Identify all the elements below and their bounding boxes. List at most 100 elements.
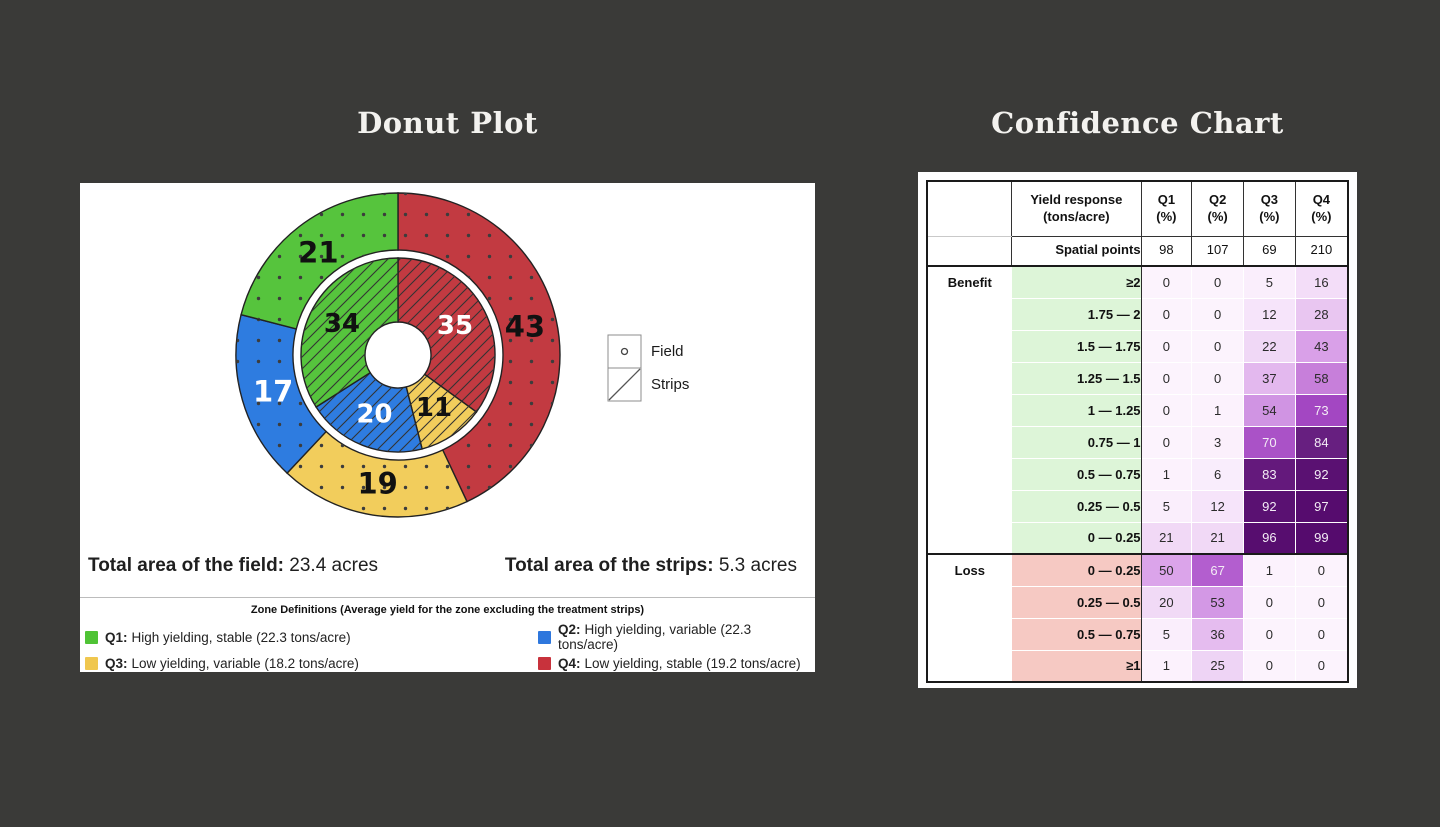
zone-legend-item-q3: Q3: Low yielding, variable (18.2 tons/acr… xyxy=(85,656,538,671)
section-label-spacer xyxy=(927,394,1012,426)
yield-range-cell: 0.25 — 0.5 xyxy=(1011,489,1142,522)
divider xyxy=(80,597,815,598)
yield-range-cell: 0 — 0.25 xyxy=(1011,521,1142,554)
confidence-value-q2: 12 xyxy=(1191,489,1244,522)
donut-segment-value: 20 xyxy=(356,400,392,430)
zone-definitions-title: Zone Definitions (Average yield for the … xyxy=(250,604,645,616)
donut-segment-value: 21 xyxy=(298,235,338,269)
confidence-value-q4: 92 xyxy=(1294,457,1348,490)
confidence-value-q4: 0 xyxy=(1294,649,1348,682)
zone-color-swatch xyxy=(538,656,551,670)
donut-segment-pattern xyxy=(316,372,423,452)
confidence-value-q3: 92 xyxy=(1243,489,1296,522)
donut-segment-pattern xyxy=(406,374,477,449)
zone-color-swatch xyxy=(538,630,551,644)
confidence-value-q2: 53 xyxy=(1191,585,1244,618)
zone-legend-text: Q4: Low yielding, stable (19.2 tons/acre) xyxy=(558,655,801,671)
confidence-value-q2: 0 xyxy=(1191,265,1244,298)
donut-segment-value: 35 xyxy=(437,311,473,341)
zone-legend-text: Q2: High yielding, variable (22.3 tons/ac… xyxy=(558,622,752,652)
spatial-points-q1: 98 xyxy=(1140,235,1193,267)
confidence-value-q1: 50 xyxy=(1141,553,1192,586)
confidence-value-q4: 84 xyxy=(1294,425,1348,458)
total-strips-label: Total area of the strips: xyxy=(504,555,714,576)
yield-range-cell: ≥2 xyxy=(1011,265,1142,298)
yield-range-cell: 1.5 — 1.75 xyxy=(1011,329,1142,362)
hatch-pattern-icon xyxy=(608,368,641,401)
confidence-value-q2: 0 xyxy=(1191,329,1244,362)
spatial-points-q2: 107 xyxy=(1191,235,1244,267)
confidence-value-q4: 58 xyxy=(1294,361,1348,394)
total-strips-value: 5.3 acres xyxy=(713,555,797,576)
donut-chart: 43 19 17 21 35 11 20 34 Field Strips xyxy=(235,192,689,518)
total-strips-text: Total area of the strips: 5.3 acres xyxy=(505,555,797,577)
confidence-value-q4: 97 xyxy=(1294,489,1348,522)
section-label-spacer xyxy=(927,490,1012,522)
section-label-spacer xyxy=(927,330,1012,362)
confidence-value-q1: 0 xyxy=(1141,361,1192,394)
confidence-value-q1: 5 xyxy=(1141,617,1192,650)
donut-segment-pattern xyxy=(236,314,327,474)
dot-pattern-icon xyxy=(620,347,629,356)
pattern-legend-label: Field xyxy=(651,343,684,360)
column-header-q2: Q2 (%) xyxy=(1191,180,1244,237)
confidence-value-q3: 37 xyxy=(1243,361,1296,394)
section-label-spacer xyxy=(927,618,1012,650)
confidence-value-q2: 67 xyxy=(1191,553,1244,586)
confidence-value-q1: 1 xyxy=(1141,649,1192,682)
yield-range-cell: 0.5 — 0.75 xyxy=(1011,457,1142,490)
donut-plot-panel: 43 19 17 21 35 11 20 34 Field Strips Total area o… xyxy=(80,183,815,672)
spatial-empty-cell xyxy=(927,236,1013,266)
section-label-spacer xyxy=(927,650,1012,682)
donut-segment-pattern xyxy=(398,193,561,502)
donut-segment-pattern xyxy=(287,431,467,517)
confidence-value-q3: 12 xyxy=(1243,297,1296,330)
section-label-loss: Loss xyxy=(927,553,1012,586)
zone-color-swatch xyxy=(85,630,98,644)
confidence-value-q1: 0 xyxy=(1141,393,1192,426)
zone-legend-item-q4: Q4: Low yielding, stable (19.2 tons/acre) xyxy=(538,656,810,671)
confidence-value-q2: 21 xyxy=(1191,521,1244,554)
section-label-spacer xyxy=(927,458,1012,490)
zone-legend-text: Q1: High yielding, stable (22.3 tons/acre… xyxy=(105,629,351,645)
yield-range-cell: 0 — 0.25 xyxy=(1011,553,1142,586)
confidence-value-q3: 54 xyxy=(1243,393,1296,426)
zone-definitions-legend: Q1: High yielding, stable (22.3 tons/acre… xyxy=(85,622,810,676)
column-header-q3: Q3 (%) xyxy=(1243,180,1296,237)
confidence-value-q2: 0 xyxy=(1191,361,1244,394)
total-field-value: 23.4 acres xyxy=(284,555,379,576)
confidence-value-q4: 28 xyxy=(1294,297,1348,330)
section-label-spacer xyxy=(927,298,1012,330)
yield-range-cell: ≥1 xyxy=(1011,649,1142,682)
confidence-value-q3: 5 xyxy=(1243,265,1296,298)
totals-row: Total area of the field: 23.4 acres Tota… xyxy=(80,555,815,577)
confidence-value-q1: 5 xyxy=(1141,489,1192,522)
section-label-spacer xyxy=(927,426,1012,458)
confidence-value-q3: 96 xyxy=(1243,521,1296,554)
confidence-value-q3: 1 xyxy=(1243,553,1296,586)
confidence-value-q1: 0 xyxy=(1141,425,1192,458)
column-header-q4: Q4 (%) xyxy=(1294,180,1349,237)
confidence-value-q4: 73 xyxy=(1294,393,1348,426)
confidence-value-q4: 99 xyxy=(1294,521,1348,554)
section-label-spacer xyxy=(927,522,1012,554)
donut-plot-title: Donut Plot xyxy=(357,106,538,140)
yield-range-cell: 1.75 — 2 xyxy=(1011,297,1142,330)
confidence-value-q1: 0 xyxy=(1141,329,1192,362)
confidence-value-q1: 0 xyxy=(1141,297,1192,330)
confidence-value-q4: 0 xyxy=(1294,585,1348,618)
donut-segment-pattern xyxy=(301,258,398,407)
confidence-chart-title: Confidence Chart xyxy=(991,106,1284,140)
confidence-value-q4: 16 xyxy=(1294,265,1348,298)
confidence-value-q4: 0 xyxy=(1294,553,1348,586)
confidence-value-q2: 3 xyxy=(1191,425,1244,458)
donut-segment-pattern xyxy=(398,258,495,413)
confidence-value-q3: 0 xyxy=(1243,585,1296,618)
spatial-points-label: Spatial points xyxy=(1011,235,1142,267)
confidence-value-q1: 0 xyxy=(1141,265,1192,298)
column-header-q1: Q1 (%) xyxy=(1140,180,1193,237)
confidence-value-q2: 25 xyxy=(1191,649,1244,682)
confidence-chart-panel: Yield response (tons/acre) Q1 (%) Q2 (%) Q3… xyxy=(918,172,1357,688)
yield-range-cell: 0.75 — 1 xyxy=(1011,425,1142,458)
